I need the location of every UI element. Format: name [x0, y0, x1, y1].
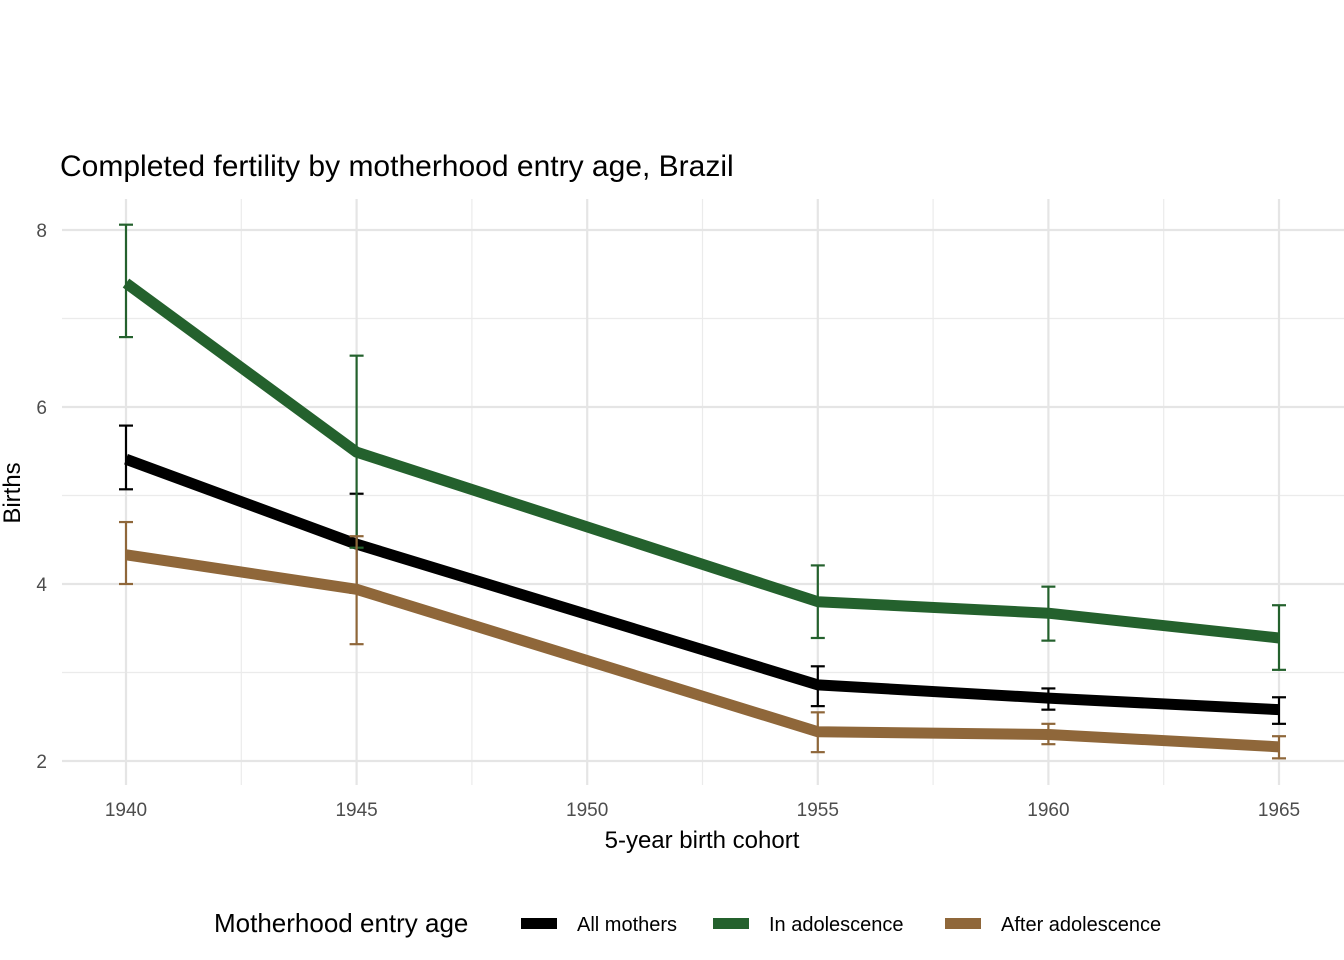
- error-bar: [119, 424, 133, 491]
- series-in-adolescence: [119, 223, 1286, 671]
- legend-key: [713, 918, 749, 929]
- legend-item-after-adolescence: After adolescence: [945, 914, 1161, 936]
- legend-label: After adolescence: [1001, 914, 1161, 936]
- error-bar: [810, 665, 825, 708]
- legend-item-in-adolescence: In adolescence: [713, 914, 904, 936]
- x-tick-label: 1950: [566, 800, 608, 821]
- legend-label: All mothers: [577, 914, 677, 936]
- y-tick-label: 2: [36, 752, 47, 773]
- error-bar: [1041, 722, 1056, 746]
- legend-key: [945, 918, 981, 929]
- x-tick-label: 1965: [1258, 800, 1300, 821]
- legend: Motherhood entry age All mothers In adole…: [214, 908, 1161, 938]
- error-bar: [1041, 585, 1056, 642]
- y-tick-label: 4: [36, 575, 47, 596]
- series-after-adolescence: [119, 520, 1286, 760]
- chart-title: Completed fertility by motherhood entry …: [60, 150, 734, 183]
- x-tick-label: 1960: [1027, 800, 1069, 821]
- legend-key: [521, 918, 557, 929]
- x-axis-ticks: 1940 1945 1950 1955 1960 1965: [105, 800, 1300, 821]
- y-tick-label: 6: [36, 398, 47, 419]
- error-bar: [1041, 687, 1056, 711]
- legend-item-all-mothers: All mothers: [521, 914, 677, 936]
- legend-label: In adolescence: [769, 914, 904, 936]
- x-tick-label: 1940: [105, 800, 147, 821]
- error-bar: [1272, 696, 1286, 725]
- series-group: [119, 223, 1286, 760]
- error-bar: [1272, 604, 1286, 671]
- error-bar: [119, 520, 133, 586]
- error-bar: [119, 223, 133, 339]
- error-bar: [810, 711, 825, 754]
- y-axis-title: Births: [0, 462, 26, 523]
- y-axis-ticks: 2 4 6 8: [36, 221, 47, 773]
- y-tick-label: 8: [36, 221, 47, 242]
- x-tick-label: 1945: [335, 800, 377, 821]
- error-bar: [810, 564, 825, 640]
- error-bar: [349, 535, 364, 646]
- x-tick-label: 1955: [797, 800, 839, 821]
- legend-title: Motherhood entry age: [214, 908, 468, 938]
- error-bar: [1272, 735, 1286, 760]
- x-axis-title: 5-year birth cohort: [605, 827, 800, 854]
